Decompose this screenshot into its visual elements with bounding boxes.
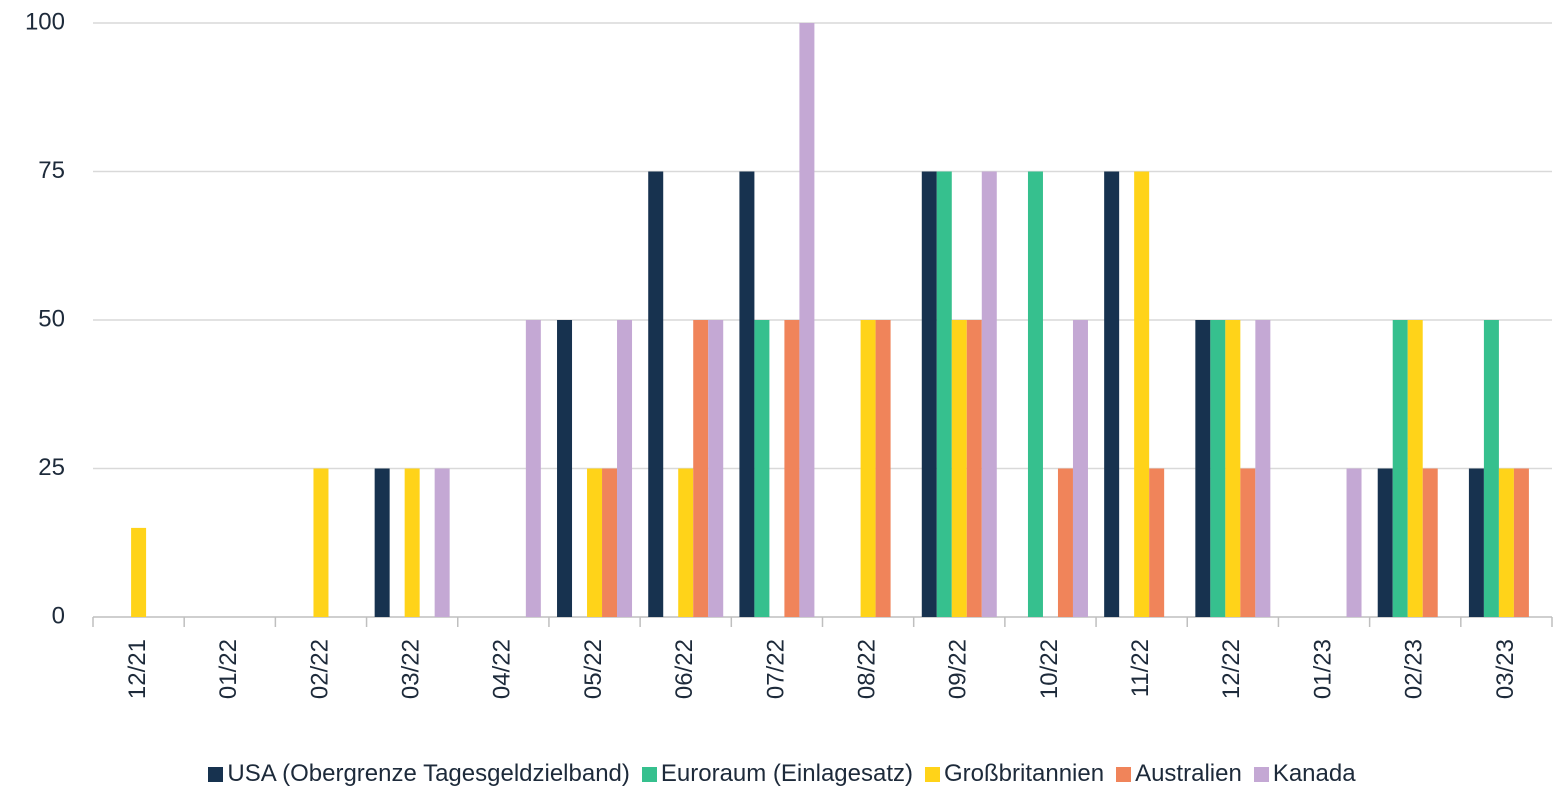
y-tick-label: 100 xyxy=(25,8,65,35)
bar xyxy=(936,171,952,617)
legend-swatch xyxy=(208,766,224,782)
bar xyxy=(1513,468,1529,617)
bar xyxy=(1255,320,1271,617)
bar xyxy=(754,320,770,617)
bar xyxy=(1225,320,1241,617)
bar xyxy=(434,468,450,617)
bar xyxy=(799,23,815,617)
x-tick-label: 02/22 xyxy=(306,639,333,699)
bar xyxy=(374,468,390,617)
bar xyxy=(1498,468,1514,617)
x-tick-label: 01/23 xyxy=(1309,639,1336,699)
bar xyxy=(1210,320,1226,617)
legend-swatch xyxy=(1253,766,1269,782)
x-tick-label: 12/22 xyxy=(1218,639,1245,699)
bar xyxy=(921,171,937,617)
legend-item: USA (Obergrenze Tagesgeldzielband) xyxy=(208,760,630,788)
x-tick-label: 09/22 xyxy=(945,639,972,699)
bar xyxy=(131,527,147,617)
x-tick-label: 03/22 xyxy=(398,639,425,699)
bar xyxy=(1195,320,1211,617)
bar xyxy=(1483,320,1499,617)
x-tick-label: 07/22 xyxy=(762,639,789,699)
y-tick-label: 50 xyxy=(38,305,65,332)
bar xyxy=(708,320,724,617)
legend-label: Großbritannien xyxy=(944,760,1105,787)
legend-label: Kanada xyxy=(1272,760,1356,787)
bar xyxy=(404,468,420,617)
bar xyxy=(1407,320,1423,617)
bar xyxy=(602,468,618,617)
bar xyxy=(587,468,603,617)
x-tick-label: 03/23 xyxy=(1492,639,1519,699)
legend-item: Australien xyxy=(1116,760,1242,788)
legend-item: Großbritannien xyxy=(925,760,1104,788)
bar xyxy=(1072,320,1088,617)
y-tick-label: 0 xyxy=(52,602,65,629)
x-tick-label: 02/23 xyxy=(1401,639,1428,699)
x-tick-label: 01/22 xyxy=(215,639,242,699)
x-tick-label: 10/22 xyxy=(1036,639,1063,699)
bar xyxy=(981,171,997,617)
bar xyxy=(1377,468,1393,617)
legend-swatch xyxy=(925,766,940,782)
bar xyxy=(860,320,876,617)
bar xyxy=(966,320,982,617)
bar xyxy=(784,320,800,617)
bar xyxy=(648,171,664,617)
bar xyxy=(1057,468,1073,617)
x-tick-label: 12/21 xyxy=(124,639,151,699)
chart: 0 25 50 75 100 12/21 01/22 02/22 03/22 04/22 05/22… xyxy=(25,8,1553,699)
bar xyxy=(1134,171,1150,617)
legend: USA (Obergrenze Tagesgeldzielband) Eurora… xyxy=(0,760,1564,788)
y-tick-label: 75 xyxy=(38,157,65,184)
bar xyxy=(1468,468,1484,617)
bar xyxy=(313,468,329,617)
bar xyxy=(1027,171,1043,617)
bar xyxy=(557,320,573,617)
x-tick-label: 04/22 xyxy=(489,639,516,699)
bar xyxy=(678,468,694,617)
bar xyxy=(1392,320,1408,617)
x-tick-label: 06/22 xyxy=(671,639,698,699)
legend-item: Euroraum (Einlagesatz) xyxy=(641,760,913,788)
bar xyxy=(739,171,755,617)
x-tick-label: 08/22 xyxy=(853,639,880,699)
x-tick-label: 05/22 xyxy=(580,639,607,699)
bar xyxy=(525,320,541,617)
bar xyxy=(617,320,633,617)
legend-swatch xyxy=(641,766,657,782)
bar xyxy=(1149,468,1165,617)
legend-label: Euroraum (Einlagesatz) xyxy=(660,760,913,787)
bar xyxy=(1240,468,1256,617)
legend-label: USA (Obergrenze Tagesgeldzielband) xyxy=(227,760,630,787)
y-tick-label: 25 xyxy=(38,454,65,481)
bar xyxy=(693,320,709,617)
bar xyxy=(1346,468,1362,617)
bar xyxy=(1422,468,1438,617)
legend-item: Kanada xyxy=(1253,760,1356,788)
x-tick-label: 11/22 xyxy=(1127,639,1154,697)
legend-label: Australien xyxy=(1135,760,1242,787)
legend-swatch xyxy=(1116,766,1132,782)
bar xyxy=(875,320,891,617)
bar xyxy=(1104,171,1120,617)
bar xyxy=(951,320,967,617)
